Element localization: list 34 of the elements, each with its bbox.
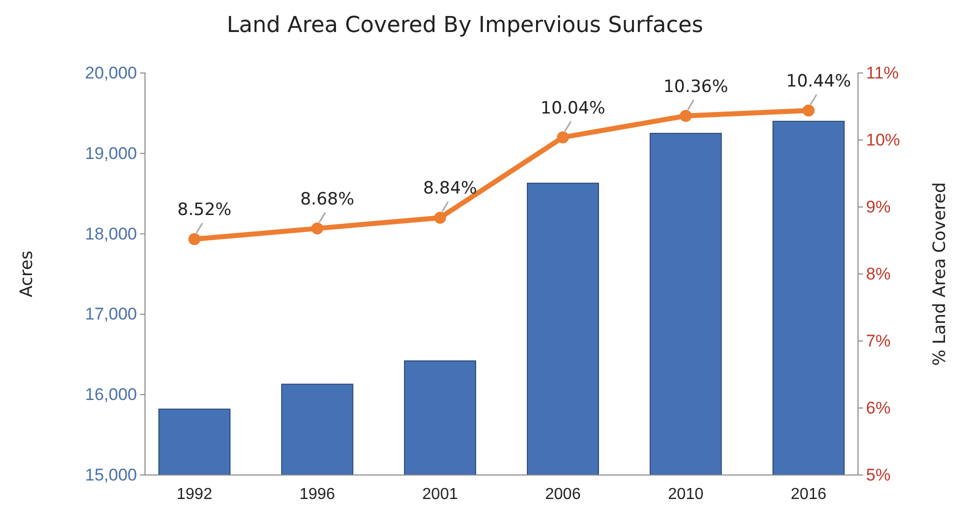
point <box>434 212 446 224</box>
chart-title: Land Area Covered By Impervious Surfaces <box>226 13 704 38</box>
data-label: 10.04% <box>540 98 606 118</box>
data-label: 10.44% <box>786 72 851 92</box>
x-tick-label: 2010 <box>668 486 704 503</box>
data-label: 8.52% <box>177 200 232 220</box>
point <box>311 222 324 234</box>
data-label: 8.68% <box>300 189 354 210</box>
y-axis-title: Acres <box>17 250 37 298</box>
x-tick-label: 2006 <box>545 486 581 503</box>
y2-axis-title: % Land Area Covered <box>930 182 950 366</box>
point <box>556 131 569 144</box>
point <box>680 110 692 122</box>
point <box>802 104 815 117</box>
x-tick-label: 2001 <box>422 486 458 503</box>
y-tick-label: 18,000 <box>85 224 137 244</box>
y-tick-label: 19,000 <box>85 144 137 163</box>
data-label: 10.36% <box>663 76 728 97</box>
data-label: 8.84% <box>423 178 478 199</box>
point <box>188 233 200 246</box>
y2-tick-label: 5% <box>866 465 891 484</box>
x-tick-label: 1996 <box>299 486 336 503</box>
y-tick-label: 20,000 <box>85 63 137 82</box>
y-tick-label: 17,000 <box>85 304 137 324</box>
y-tick-label: 16,000 <box>85 385 137 404</box>
x-tick-label: 2016 <box>790 486 826 503</box>
y2-tick-label: 8% <box>866 264 891 284</box>
y2-tick-label: 11% <box>866 63 899 82</box>
y-tick-label: 15,000 <box>85 465 137 484</box>
y2-tick-label: 6% <box>866 398 891 418</box>
x-tick-label: 1992 <box>176 486 212 503</box>
y2-tick-label: 7% <box>866 331 891 350</box>
y2-tick-label: 9% <box>866 197 891 216</box>
y2-tick-label: 10% <box>866 130 900 150</box>
